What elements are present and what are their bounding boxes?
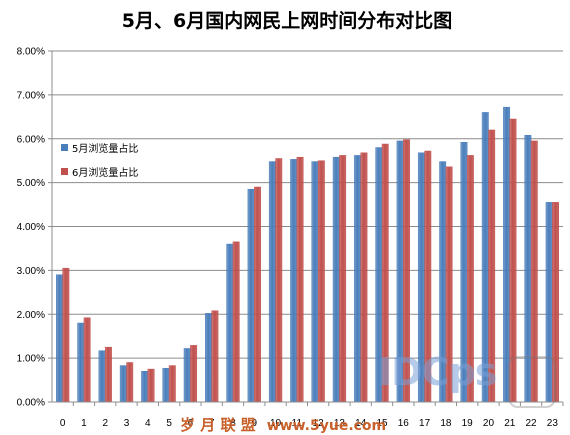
bar-june-0 [62, 267, 70, 403]
seal-watermark [508, 356, 556, 408]
bar-june-4 [147, 368, 155, 403]
bar-june-13 [339, 155, 347, 403]
bar-may-6 [183, 348, 191, 403]
bar-june-6 [190, 345, 198, 403]
legend-swatch-june [61, 168, 68, 175]
y-tick-label: 8.00% [17, 47, 45, 58]
x-tick-label: 17 [419, 418, 431, 429]
bar-may-10 [268, 161, 276, 403]
brand-watermark: IDCps [378, 350, 528, 395]
bar-may-0 [55, 274, 63, 403]
footer-watermark-cn: 岁 月 联 盟 [180, 416, 256, 434]
bars [55, 106, 560, 403]
x-tick-label: 20 [483, 418, 495, 429]
x-tick-label: 21 [504, 418, 516, 429]
x-tick-label: 18 [440, 418, 452, 429]
bar-june-2 [104, 346, 112, 403]
y-tick-label: 3.00% [17, 266, 45, 277]
bar-june-11 [296, 156, 304, 403]
legend-label-june: 6月浏览量占比 [72, 166, 138, 179]
x-tick-label: 0 [60, 418, 66, 429]
legend-swatch-may [61, 144, 68, 151]
bar-may-3 [119, 365, 127, 403]
x-tick-label: 14 [355, 418, 367, 429]
bar-may-7 [205, 313, 212, 403]
bar-may-13 [332, 156, 340, 403]
y-tick-label: 0.00% [17, 398, 45, 409]
x-tick-label: 11 [292, 418, 303, 429]
bar-june-10 [275, 158, 283, 403]
y-tick-label: 5.00% [17, 178, 45, 189]
legend: 5月浏览量占比 6月浏览量占比 [61, 142, 138, 179]
x-tick-label: 5 [166, 418, 172, 429]
bar-june-8 [232, 241, 240, 403]
x-axis: 0 1 2 3 4 5 6 7 8 9 10 11 12 13 14 15 16 17 18 19 20 21 22 23 [52, 401, 564, 429]
bar-may-5 [162, 367, 170, 403]
bar-may-12 [311, 161, 319, 403]
chart-title: 5月、6月国内网民上网时间分布对比图 [122, 9, 452, 32]
x-tick-label: 15 [376, 418, 388, 429]
y-tick-label: 7.00% [17, 90, 45, 101]
footer-watermark-url: www.5yue.com [266, 418, 387, 434]
y-tick-label: 6.00% [17, 134, 45, 145]
bar-may-1 [77, 322, 85, 403]
brand-watermark-text: IDCps [378, 350, 497, 394]
bar-may-8 [226, 243, 234, 403]
footer-watermark: 岁 月 联 盟 www.5yue.com [180, 414, 386, 434]
y-tick-label: 1.00% [17, 354, 45, 365]
x-tick-label: 19 [462, 418, 474, 429]
bar-june-12 [317, 160, 325, 403]
x-tick-label: 22 [526, 418, 538, 429]
x-tick-label: 12 [313, 418, 325, 429]
bar-june-9 [254, 186, 261, 403]
y-tick-label: 2.00% [17, 310, 45, 321]
bar-june-5 [168, 365, 176, 403]
x-tick-label: 8 [230, 418, 236, 429]
bar-may-9 [247, 188, 255, 403]
x-tick-label: 23 [547, 418, 559, 429]
x-tick-label: 16 [398, 418, 410, 429]
x-tick-label: 2 [102, 418, 108, 429]
y-axis: 0.00% 1.00% 2.00% 3.00% 4.00% 5.00% 6.00% 7.00%… [17, 47, 53, 409]
x-tick-label: 4 [145, 418, 151, 429]
x-tick-label: 3 [124, 418, 130, 429]
bar-june-7 [211, 310, 219, 403]
bar-may-2 [98, 350, 106, 403]
bar-june-1 [83, 317, 91, 403]
bar-may-4 [141, 371, 149, 403]
legend-label-may: 5月浏览量占比 [72, 142, 138, 155]
x-tick-label: 13 [334, 418, 346, 429]
x-tick-label: 10 [270, 418, 282, 429]
bar-may-11 [290, 159, 298, 403]
bar-june-3 [126, 362, 134, 403]
x-tick-label: 1 [81, 418, 87, 429]
x-tick-label: 7 [209, 418, 215, 429]
bar-may-14 [354, 155, 361, 403]
x-tick-label: 9 [251, 418, 257, 429]
y-tick-label: 4.00% [17, 222, 45, 233]
bar-june-14 [360, 152, 368, 403]
x-tick-label: 6 [188, 418, 194, 429]
